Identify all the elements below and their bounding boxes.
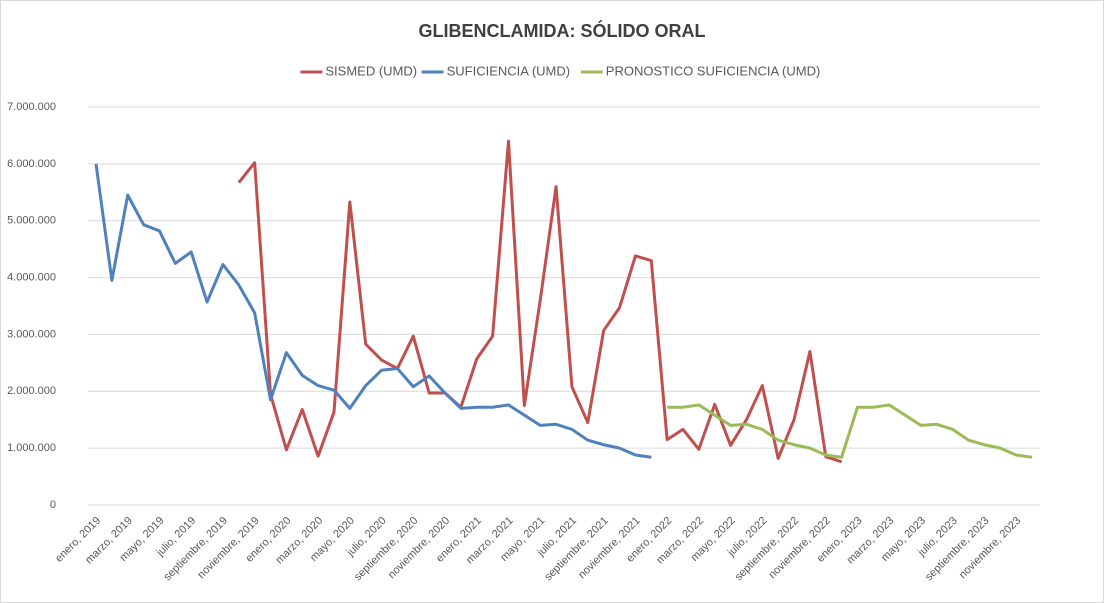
series-line [237,139,843,464]
y-tick-label: 4.000.000 [7,271,56,283]
legend-label: SISMED (UMD) [325,63,417,78]
y-tick-label: 6.000.000 [7,158,56,170]
y-tick-label: 0 [50,499,56,511]
chart-title: GLIBENCLAMIDA: SÓLIDO ORAL [419,20,706,41]
series-line [94,163,652,459]
legend: SISMED (UMD) SUFICIENCIA (UMD) PRONOSTICO … [300,63,820,78]
y-tick-label: 1.000.000 [7,442,56,454]
y-tick-label: 5.000.000 [7,215,56,227]
y-tick-label: 7.000.000 [7,101,56,113]
legend-label: SUFICIENCIA (UMD) [447,63,570,78]
y-tick-label: 2.000.000 [7,385,56,397]
series-line [667,403,1033,459]
legend-label: PRONOSTICO SUFICIENCIA (UMD) [606,63,821,78]
y-tick-label: 3.000.000 [7,328,56,340]
